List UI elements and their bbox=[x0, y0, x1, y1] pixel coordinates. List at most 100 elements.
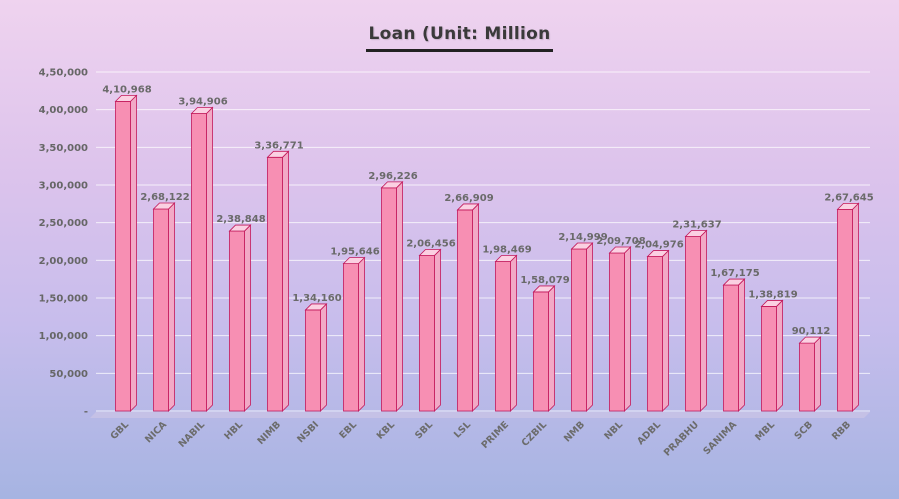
data-label: 2,09,708 bbox=[596, 236, 645, 247]
x-tick-label: PRABHU bbox=[662, 419, 701, 458]
bar-top bbox=[342, 257, 366, 265]
y-tick-label: 1,50,000 bbox=[39, 294, 88, 305]
data-label: 3,36,771 bbox=[254, 140, 303, 151]
bar-front bbox=[153, 208, 169, 412]
bar-top bbox=[760, 300, 784, 307]
bar bbox=[722, 278, 746, 412]
x-tick-label: HBL bbox=[222, 419, 245, 442]
bar-side bbox=[434, 248, 441, 412]
bar bbox=[266, 150, 290, 412]
y-tick-label: 50,000 bbox=[49, 369, 88, 380]
data-label: 2,38,848 bbox=[216, 214, 265, 225]
bar-front bbox=[419, 255, 435, 412]
bar-top bbox=[152, 202, 176, 210]
bar bbox=[418, 248, 442, 412]
y-tick-label: 3,00,000 bbox=[39, 181, 88, 192]
bar-side bbox=[776, 299, 783, 412]
y-tick-label: 1,00,000 bbox=[39, 331, 88, 342]
data-label: 2,67,645 bbox=[824, 192, 873, 203]
bar-side bbox=[130, 94, 137, 412]
bar-front bbox=[571, 248, 587, 412]
y-tick-label: 2,00,000 bbox=[39, 256, 88, 267]
bar-top bbox=[114, 95, 138, 102]
bar-top bbox=[190, 107, 214, 114]
x-tick-label: ADBL bbox=[635, 419, 663, 447]
data-label: 2,96,226 bbox=[368, 171, 417, 182]
bar-front bbox=[609, 252, 625, 412]
x-tick-label: PRIME bbox=[479, 419, 511, 451]
bar-front bbox=[723, 284, 739, 412]
bar bbox=[836, 202, 860, 412]
bar bbox=[646, 249, 670, 412]
bar-top bbox=[532, 285, 556, 293]
data-label: 1,34,160 bbox=[292, 293, 341, 304]
bar bbox=[190, 106, 214, 412]
bar-top bbox=[570, 242, 594, 250]
data-label: 2,66,909 bbox=[444, 193, 493, 204]
bar bbox=[760, 299, 784, 412]
x-tick-label: NABIL bbox=[177, 419, 208, 450]
x-tick-label: RBB bbox=[830, 419, 853, 442]
x-tick-label: EBL bbox=[337, 419, 359, 441]
x-tick-label: CZBIL bbox=[520, 419, 549, 448]
bar bbox=[114, 94, 138, 412]
data-label: 2,04,976 bbox=[634, 240, 683, 251]
data-label: 2,68,122 bbox=[140, 192, 189, 203]
x-tick-label: NSBI bbox=[295, 419, 321, 445]
bar bbox=[494, 254, 518, 412]
data-label: 3,94,906 bbox=[178, 97, 227, 108]
bar-side bbox=[738, 278, 745, 412]
bar-front bbox=[191, 113, 207, 412]
bar bbox=[532, 284, 556, 412]
bar-side bbox=[244, 224, 251, 412]
bar-top bbox=[456, 203, 480, 211]
bar-front bbox=[761, 306, 777, 412]
bar-side bbox=[396, 180, 403, 412]
bar bbox=[608, 246, 632, 412]
bar-side bbox=[472, 202, 479, 412]
bar-side bbox=[510, 254, 517, 412]
bar-front bbox=[837, 208, 853, 412]
bar bbox=[570, 242, 594, 412]
x-tick-label: NMB bbox=[562, 419, 587, 444]
bar-top bbox=[228, 224, 252, 232]
bar-top bbox=[494, 255, 518, 262]
data-label: 2,14,999 bbox=[558, 232, 607, 243]
bar bbox=[380, 180, 404, 412]
plot-floor bbox=[90, 412, 870, 418]
bar bbox=[798, 336, 822, 412]
x-tick-label: LSL bbox=[452, 419, 473, 440]
y-tick-label: 4,50,000 bbox=[39, 68, 88, 79]
bar-side bbox=[586, 242, 593, 412]
x-tick-label: NICA bbox=[143, 419, 169, 445]
x-tick-label: SCB bbox=[792, 419, 815, 442]
data-label: 2,06,456 bbox=[406, 238, 455, 249]
bar-side bbox=[662, 249, 669, 412]
bar-front bbox=[685, 236, 701, 412]
bar-side bbox=[852, 202, 859, 412]
y-tick-label: - bbox=[84, 407, 88, 418]
bar-top bbox=[684, 230, 708, 237]
data-label: 2,31,637 bbox=[672, 220, 721, 231]
y-tick-label: 3,50,000 bbox=[39, 143, 88, 154]
data-label: 1,38,819 bbox=[748, 289, 797, 300]
data-label: 1,67,175 bbox=[710, 268, 759, 279]
bar-front bbox=[343, 263, 359, 412]
x-tick-label: NIMB bbox=[255, 419, 283, 447]
bar-front bbox=[457, 209, 473, 412]
x-tick-label: SBL bbox=[413, 419, 435, 441]
x-tick-label: SANIMA bbox=[701, 419, 739, 457]
bar-side bbox=[548, 284, 555, 412]
data-label: 90,112 bbox=[792, 326, 831, 337]
bar-top bbox=[266, 150, 290, 158]
bar-front bbox=[533, 291, 549, 412]
bar-top bbox=[418, 249, 442, 256]
bar bbox=[342, 256, 366, 412]
x-tick-label: MBL bbox=[753, 419, 777, 443]
y-tick-label: 2,50,000 bbox=[39, 218, 88, 229]
bar-top bbox=[798, 336, 822, 344]
bar-front bbox=[381, 187, 397, 412]
bar bbox=[152, 202, 176, 412]
bar-side bbox=[282, 150, 289, 412]
